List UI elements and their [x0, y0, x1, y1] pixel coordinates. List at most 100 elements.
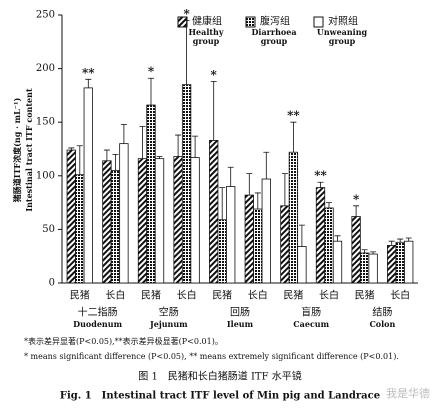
error-bar	[139, 126, 146, 159]
significance: *	[183, 7, 190, 21]
bar	[83, 87, 93, 284]
group-label-en: Ileum	[227, 319, 254, 329]
x-tick-label: 长白	[390, 289, 410, 302]
bar	[387, 245, 397, 284]
legend-label: 腹泻组	[260, 15, 290, 28]
caption-en: Fig. 1 Intestinal tract ITF level of Min…	[60, 391, 380, 402]
error-bar	[290, 121, 297, 153]
bar	[66, 149, 76, 284]
error-bar	[85, 78, 92, 88]
y-tick-label: 250	[36, 10, 55, 21]
error-bar	[353, 205, 360, 217]
error-bar	[388, 240, 395, 246]
error-bar	[263, 151, 270, 180]
error-bar	[397, 238, 404, 243]
x-tick-label: 长白	[319, 289, 339, 302]
bar	[75, 174, 85, 284]
error-bar	[298, 224, 305, 247]
y-tick-label: 200	[36, 63, 55, 74]
bar	[173, 156, 183, 284]
error-bar	[183, 19, 190, 85]
note: * means significant difference (P<0.05),…	[24, 352, 399, 361]
error-bar	[148, 77, 154, 106]
x-tick-label: 长白	[177, 289, 197, 302]
error-bar	[192, 135, 199, 158]
group-label: 十二指肠	[78, 306, 118, 319]
error-bar	[68, 147, 75, 151]
bar	[154, 158, 165, 284]
group-label-en: Jejunum	[149, 319, 188, 329]
bar	[110, 170, 121, 284]
note: *表示差异显著(P<0.05),**表示差异极显著(P<0.01)。	[24, 336, 223, 346]
significance: **	[287, 109, 300, 123]
bar	[404, 240, 414, 284]
legend-label-en: group	[329, 36, 356, 46]
error-bar	[219, 187, 226, 220]
x-tick-label: 民猪	[283, 290, 303, 302]
x-tick-label: 长白	[248, 289, 268, 302]
x-tick-label: 民猪	[141, 290, 161, 302]
error-bar	[210, 81, 217, 141]
y-tick-label: 50	[42, 224, 55, 235]
watermark: 我是华德	[386, 386, 430, 400]
bar	[297, 246, 307, 284]
bar	[288, 151, 299, 284]
legend-label: 健康组	[192, 15, 222, 28]
x-tick-label: 长白	[105, 289, 125, 302]
y-tick-label: 100	[36, 170, 55, 181]
error-bar	[156, 156, 163, 159]
legend-swatch	[245, 16, 256, 28]
bar	[137, 158, 148, 284]
significance: *	[148, 65, 155, 79]
bar	[146, 104, 156, 284]
legend-label-en: Healthy	[188, 27, 223, 37]
bar	[359, 252, 370, 284]
significance: **	[82, 66, 95, 80]
x-tick-label: 民猪	[70, 290, 90, 302]
error-bar	[227, 166, 234, 187]
bar	[324, 207, 334, 284]
legend-swatch	[313, 16, 324, 28]
y-label-en: Intestinal tract ITF content	[24, 88, 34, 212]
y-label: 猪肠道ITF浓度(ng · mL⁻¹)	[12, 98, 22, 204]
error-bar	[281, 173, 288, 206]
x-tick-label: 民猪	[212, 290, 232, 302]
bar	[190, 157, 200, 284]
bar	[244, 194, 254, 284]
bar	[209, 140, 219, 284]
error-bar	[120, 123, 127, 144]
bar	[181, 84, 192, 284]
significance: **	[314, 169, 327, 183]
bar	[253, 208, 263, 284]
error-bar	[361, 249, 368, 253]
bar	[351, 216, 361, 284]
legend-label-en: group	[261, 36, 288, 46]
bar	[217, 219, 227, 284]
caption: 图 1 民猪和长白猪肠道 ITF 水平镜	[138, 370, 301, 383]
bar	[226, 186, 236, 284]
error-bar	[246, 173, 253, 196]
error-bar	[76, 145, 83, 175]
group-label-en: Duodenum	[73, 319, 122, 329]
legend-label-en: Unweaning	[317, 27, 368, 37]
bar	[119, 143, 129, 284]
group-label-en: Caecum	[293, 319, 329, 329]
group-label: 盲肠	[301, 306, 321, 319]
y-tick-label: 0	[49, 278, 55, 289]
error-bar	[326, 202, 332, 208]
bar	[395, 241, 405, 284]
error-bar	[317, 181, 324, 188]
significance: *	[211, 68, 218, 82]
bar	[280, 205, 290, 284]
error-bar	[254, 192, 261, 210]
group-label: 空肠	[159, 306, 179, 319]
bar	[315, 187, 326, 284]
error-bar	[175, 134, 182, 157]
legend-label-en: group	[193, 36, 220, 46]
error-bar	[112, 153, 119, 171]
x-tick-label: 民猪	[355, 290, 375, 302]
bar	[261, 178, 271, 284]
legend-label: 对照组	[328, 15, 358, 28]
bar	[102, 160, 112, 284]
